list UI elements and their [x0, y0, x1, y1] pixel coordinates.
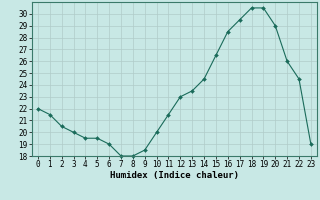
X-axis label: Humidex (Indice chaleur): Humidex (Indice chaleur)	[110, 171, 239, 180]
